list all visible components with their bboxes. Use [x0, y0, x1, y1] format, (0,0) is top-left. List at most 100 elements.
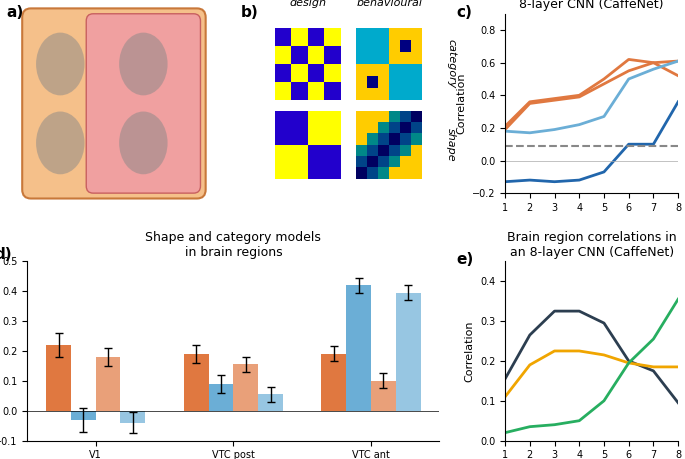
Bar: [291, 128, 308, 145]
Bar: [208, 384, 234, 411]
Bar: [356, 64, 367, 76]
Bar: [411, 156, 422, 168]
Bar: [324, 46, 340, 64]
Bar: [411, 52, 422, 64]
Bar: [121, 411, 145, 423]
Bar: [291, 162, 308, 179]
Y-axis label: Correlation: Correlation: [464, 320, 475, 382]
Bar: [275, 145, 291, 162]
Bar: [411, 145, 422, 156]
Bar: [411, 111, 422, 122]
Bar: [356, 156, 367, 168]
Bar: [367, 28, 378, 40]
Bar: [389, 168, 400, 179]
Bar: [275, 111, 291, 128]
Text: b): b): [240, 5, 258, 20]
Bar: [389, 28, 400, 40]
Bar: [378, 28, 389, 40]
Bar: [389, 111, 400, 122]
Y-axis label: Correlation: Correlation: [456, 73, 466, 134]
Bar: [396, 293, 421, 411]
Bar: [71, 411, 96, 420]
Bar: [389, 40, 400, 52]
Bar: [291, 64, 308, 82]
Bar: [378, 156, 389, 168]
Bar: [324, 28, 340, 46]
Bar: [291, 46, 308, 64]
Bar: [411, 28, 422, 40]
Bar: [356, 28, 367, 40]
Bar: [378, 168, 389, 179]
Bar: [389, 64, 400, 76]
Bar: [346, 285, 371, 411]
Bar: [378, 134, 389, 145]
Bar: [400, 76, 411, 88]
Bar: [400, 28, 411, 40]
Text: e): e): [457, 252, 474, 267]
Bar: [324, 128, 340, 145]
Bar: [389, 122, 400, 134]
Ellipse shape: [119, 33, 168, 95]
FancyBboxPatch shape: [86, 14, 201, 193]
Bar: [308, 64, 324, 82]
Bar: [378, 122, 389, 134]
Bar: [291, 28, 308, 46]
Bar: [371, 381, 396, 411]
Bar: [400, 64, 411, 76]
Bar: [400, 40, 411, 52]
Bar: [389, 76, 400, 88]
Bar: [378, 52, 389, 64]
Bar: [275, 162, 291, 179]
Bar: [400, 122, 411, 134]
Bar: [46, 345, 71, 411]
Bar: [411, 122, 422, 134]
Bar: [411, 40, 422, 52]
Bar: [324, 162, 340, 179]
Bar: [389, 145, 400, 156]
Bar: [400, 52, 411, 64]
Bar: [411, 168, 422, 179]
Bar: [389, 156, 400, 168]
Bar: [367, 134, 378, 145]
Bar: [324, 82, 340, 100]
Bar: [291, 111, 308, 128]
Text: design: design: [289, 0, 326, 8]
Title: Shape and category in an
8-layer CNN (CaffeNet): Shape and category in an 8-layer CNN (Ca…: [511, 0, 672, 11]
Bar: [367, 40, 378, 52]
Bar: [378, 145, 389, 156]
Text: c): c): [457, 5, 473, 20]
Bar: [367, 156, 378, 168]
Bar: [275, 28, 291, 46]
Bar: [356, 40, 367, 52]
Bar: [308, 82, 324, 100]
Bar: [400, 168, 411, 179]
Bar: [400, 156, 411, 168]
Bar: [275, 64, 291, 82]
Bar: [324, 145, 340, 162]
Bar: [324, 64, 340, 82]
Bar: [356, 168, 367, 179]
Bar: [308, 111, 324, 128]
Bar: [367, 76, 378, 88]
Bar: [275, 46, 291, 64]
Bar: [308, 128, 324, 145]
Bar: [96, 357, 121, 411]
Text: behavioural: behavioural: [356, 0, 422, 8]
Text: shape: shape: [446, 128, 456, 162]
Bar: [367, 52, 378, 64]
Ellipse shape: [36, 112, 84, 174]
Bar: [411, 76, 422, 88]
Bar: [356, 88, 367, 100]
Bar: [234, 364, 258, 411]
Bar: [356, 122, 367, 134]
Bar: [367, 145, 378, 156]
Bar: [291, 145, 308, 162]
Bar: [411, 88, 422, 100]
Bar: [324, 111, 340, 128]
Bar: [389, 88, 400, 100]
Text: a): a): [7, 5, 24, 20]
Title: Brain region correlations in
an 8-layer CNN (CaffeNet): Brain region correlations in an 8-layer …: [507, 231, 676, 259]
Bar: [308, 162, 324, 179]
Bar: [291, 82, 308, 100]
Bar: [367, 111, 378, 122]
